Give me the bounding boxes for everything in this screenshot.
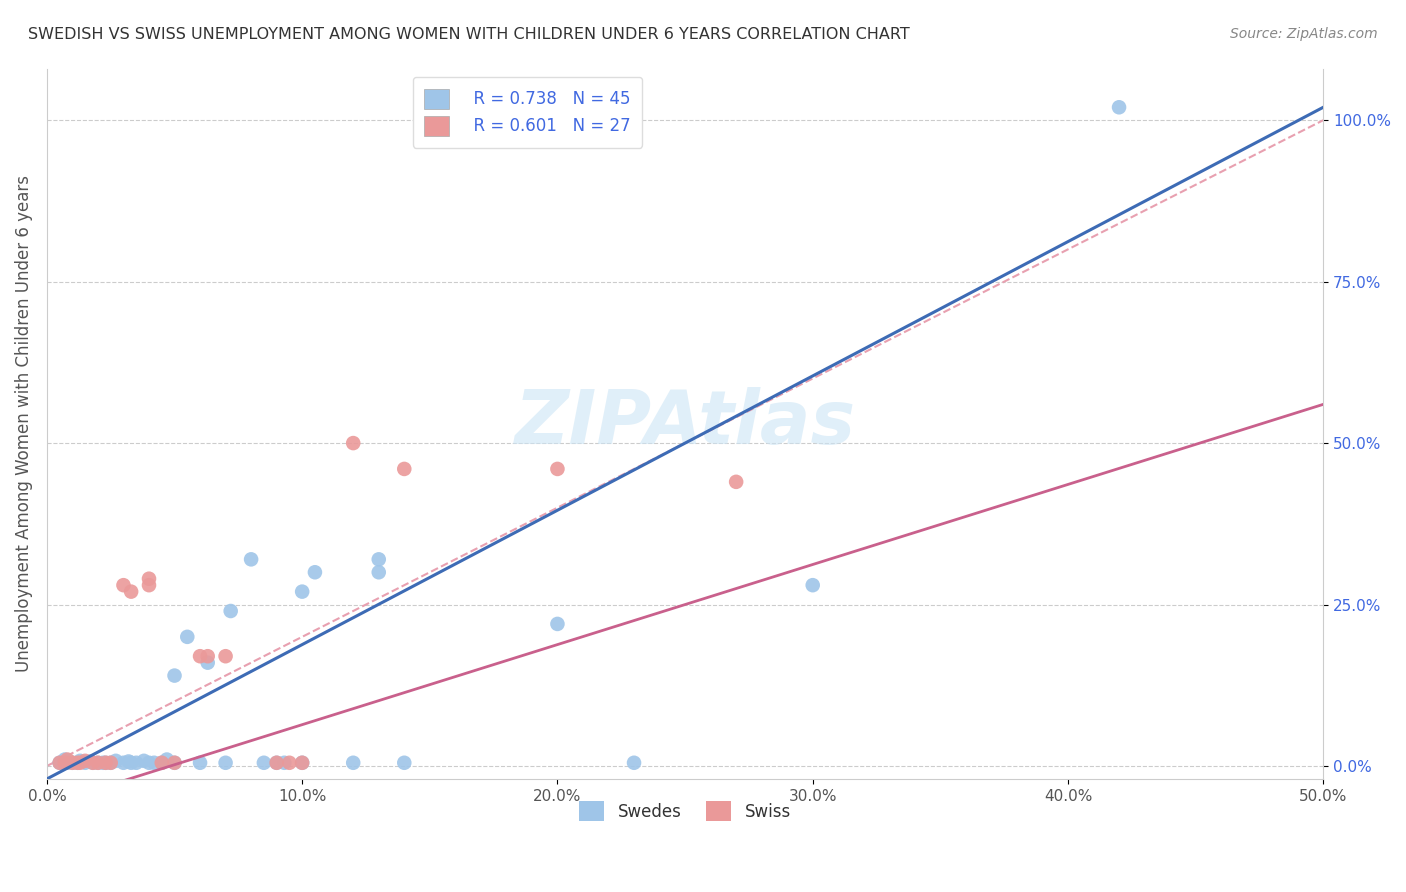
Point xyxy=(56,756,79,770)
Point xyxy=(342,756,364,770)
Point xyxy=(156,753,179,767)
Y-axis label: Unemployment Among Women with Children Under 6 years: Unemployment Among Women with Children U… xyxy=(15,175,32,673)
Point xyxy=(120,584,142,599)
Point xyxy=(253,756,276,770)
Point xyxy=(82,756,104,770)
Legend: Swedes, Swiss: Swedes, Swiss xyxy=(565,788,804,835)
Point xyxy=(75,754,97,768)
Point xyxy=(48,756,70,770)
Point xyxy=(163,756,186,770)
Point xyxy=(188,649,211,664)
Point xyxy=(197,656,219,670)
Point xyxy=(367,566,389,580)
Point xyxy=(623,756,645,770)
Point xyxy=(48,756,70,770)
Point xyxy=(197,649,219,664)
Point xyxy=(394,756,416,770)
Point xyxy=(138,578,160,592)
Point xyxy=(53,756,76,770)
Point xyxy=(725,475,748,489)
Point xyxy=(304,566,326,580)
Point xyxy=(240,552,263,566)
Point xyxy=(138,756,160,770)
Point xyxy=(82,756,104,770)
Point xyxy=(87,756,110,770)
Point xyxy=(69,754,91,768)
Point xyxy=(62,756,84,770)
Point xyxy=(87,756,110,770)
Point xyxy=(266,756,288,770)
Point xyxy=(1108,100,1130,114)
Point xyxy=(138,572,160,586)
Point xyxy=(394,462,416,476)
Point xyxy=(117,755,139,769)
Point xyxy=(75,756,97,770)
Point xyxy=(69,756,91,770)
Text: Source: ZipAtlas.com: Source: ZipAtlas.com xyxy=(1230,27,1378,41)
Point xyxy=(367,552,389,566)
Point xyxy=(53,753,76,767)
Point xyxy=(66,756,89,770)
Point xyxy=(163,756,186,770)
Point xyxy=(132,754,155,768)
Point xyxy=(100,756,122,770)
Point xyxy=(546,462,568,476)
Point xyxy=(62,756,84,770)
Point xyxy=(125,756,148,770)
Point xyxy=(214,756,236,770)
Point xyxy=(163,668,186,682)
Point xyxy=(278,756,301,770)
Point xyxy=(291,756,314,770)
Point xyxy=(66,756,89,770)
Point xyxy=(56,753,79,767)
Point xyxy=(342,436,364,450)
Point xyxy=(546,616,568,631)
Point xyxy=(100,756,122,770)
Point xyxy=(214,649,236,664)
Point xyxy=(188,756,211,770)
Point xyxy=(219,604,242,618)
Text: ZIPAtlas: ZIPAtlas xyxy=(515,387,856,460)
Point xyxy=(266,756,288,770)
Point xyxy=(291,756,314,770)
Point xyxy=(150,756,173,770)
Point xyxy=(291,584,314,599)
Point xyxy=(91,756,114,770)
Point xyxy=(143,756,166,770)
Point xyxy=(104,754,127,768)
Point xyxy=(112,578,135,592)
Point xyxy=(150,756,173,770)
Text: SWEDISH VS SWISS UNEMPLOYMENT AMONG WOMEN WITH CHILDREN UNDER 6 YEARS CORRELATIO: SWEDISH VS SWISS UNEMPLOYMENT AMONG WOME… xyxy=(28,27,910,42)
Point xyxy=(94,756,117,770)
Point xyxy=(79,755,101,769)
Point xyxy=(120,756,142,770)
Point xyxy=(801,578,824,592)
Point xyxy=(176,630,198,644)
Point xyxy=(94,756,117,770)
Point xyxy=(112,756,135,770)
Point xyxy=(273,756,295,770)
